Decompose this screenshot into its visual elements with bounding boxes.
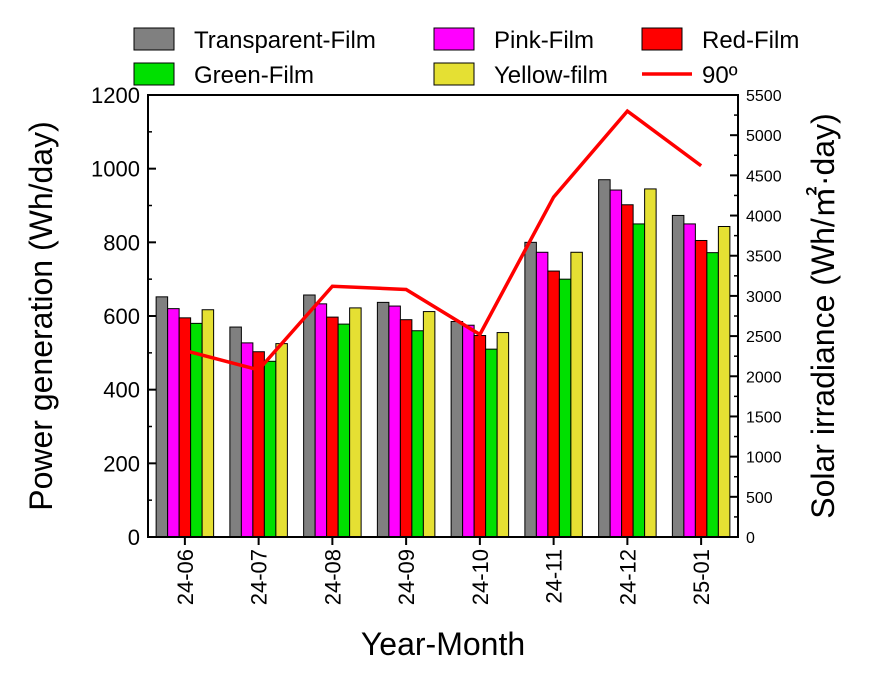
bar-yellow-film-24-11 (570, 251, 583, 538)
bar-pink-film-24-10 (462, 324, 475, 538)
bar-transparent-film-24-09 (376, 301, 390, 538)
irradiance-line (184, 108, 703, 372)
right-tick-label: 1500 (746, 409, 782, 426)
bar-transparent-film-24-07 (229, 326, 242, 538)
right-tick-label: 500 (746, 490, 773, 507)
bar-transparent-film-24-12 (598, 179, 611, 538)
right-tick-label: 2500 (746, 329, 782, 346)
legend-swatch-yellow-film (433, 62, 475, 86)
legend-label-green-film: Green-Film (194, 62, 314, 89)
bar-transparent-film-25-01 (671, 214, 685, 538)
bar-pink-film-24-08 (314, 303, 328, 538)
bar-yellow-film-24-12 (644, 188, 657, 538)
x-category-label-24-11: 24-11 (542, 549, 567, 604)
legend-label-red-film: Red-Film (702, 27, 799, 54)
bar-pink-film-24-07 (240, 342, 254, 538)
bar-red-film-25-01 (694, 239, 708, 538)
bar-yellow-film-24-10 (496, 332, 510, 538)
y-axis-title: Power generation (Wh/day) (23, 121, 59, 511)
legend-label-transparent-film: Transparent-Film (194, 27, 376, 54)
bar-pink-film-24-09 (388, 305, 401, 538)
bars (155, 179, 731, 538)
right-tick-label: 4000 (746, 209, 782, 226)
left-axis: 0 200 400 600 800 1000 1200 (91, 83, 156, 550)
bar-pink-film-24-06 (167, 308, 180, 538)
bar-yellow-film-24-06 (201, 309, 215, 538)
right-tick-label: 3500 (746, 249, 782, 266)
bar-yellow-film-24-07 (275, 343, 288, 538)
bar-pink-film-25-01 (683, 223, 696, 538)
bar-transparent-film-24-11 (524, 241, 537, 538)
left-tick-label: 600 (103, 304, 140, 329)
bar-green-film-24-10 (485, 348, 498, 538)
bar-green-film-24-12 (632, 223, 646, 538)
bar-red-film-24-11 (547, 270, 560, 538)
right-axis: 0 500 1000 1500 2000 2500 3000 3500 4000 4500 5000… (730, 88, 782, 547)
legend-swatch-red-film (641, 27, 683, 51)
right-tick-label: 2000 (746, 369, 782, 386)
right-tick-label: 3000 (746, 289, 782, 306)
left-tick-label: 800 (103, 230, 140, 255)
x-category-label-24-07: 24-07 (247, 549, 272, 605)
bar-green-film-24-07 (263, 360, 277, 538)
x-category-label-24-10: 24-10 (468, 549, 493, 605)
bar-green-film-25-01 (706, 252, 719, 538)
bar-yellow-film-25-01 (717, 225, 731, 538)
bar-green-film-24-08 (337, 323, 351, 538)
x-category-label-24-06: 24-06 (173, 549, 198, 605)
bar-yellow-film-24-09 (422, 311, 436, 538)
right-tick-label: 5000 (746, 128, 782, 145)
bar-yellow-film-24-08 (349, 307, 362, 538)
bar-red-film-24-07 (252, 351, 265, 538)
bar-transparent-film-24-08 (303, 294, 316, 538)
bar-red-film-24-09 (399, 319, 413, 538)
left-tick-label: 1000 (91, 157, 140, 182)
x-axis: 24-06 24-07 24-08 24-09 24-10 24-11 24-12 25-01 (173, 537, 714, 605)
x-category-label-25-01: 25-01 (689, 549, 714, 605)
right-tick-label: 0 (746, 530, 755, 547)
right-tick-label: 4500 (746, 168, 782, 185)
bar-transparent-film-24-10 (450, 321, 464, 538)
legend-swatch-transparent-film (133, 27, 175, 51)
bar-pink-film-24-12 (609, 189, 623, 538)
bar-red-film-24-12 (621, 204, 634, 538)
irradiance-line-layer (184, 108, 703, 372)
legend: Transparent-Film Pink-Film Red-Film Green-F… (133, 27, 799, 89)
y2-axis-title: Solar irradiance (Wh/㎡·day) (805, 113, 841, 518)
legend-label-yellow-film: Yellow-film (494, 62, 608, 89)
left-tick-label: 0 (128, 525, 140, 550)
legend-label-90-: 90º (702, 62, 738, 89)
bar-pink-film-24-11 (535, 251, 549, 538)
bar-red-film-24-08 (326, 316, 339, 538)
left-tick-label: 1200 (91, 83, 140, 108)
bar-green-film-24-11 (558, 278, 572, 538)
legend-swatch-green-film (133, 62, 175, 86)
x-category-label-24-12: 24-12 (615, 549, 640, 605)
legend-swatch-pink-film (433, 27, 475, 51)
x-category-label-24-09: 24-09 (394, 549, 419, 605)
left-tick-label: 200 (103, 451, 140, 476)
bar-green-film-24-09 (411, 330, 424, 538)
left-tick-label: 400 (103, 378, 140, 403)
bar-red-film-24-10 (473, 335, 487, 538)
x-category-label-24-08: 24-08 (320, 549, 345, 605)
right-tick-label: 1000 (746, 450, 782, 467)
right-tick-label: 5500 (746, 88, 782, 105)
x-axis-title: Year-Month (361, 626, 525, 662)
legend-label-pink-film: Pink-Film (494, 27, 594, 54)
bar-transparent-film-24-06 (155, 296, 169, 538)
